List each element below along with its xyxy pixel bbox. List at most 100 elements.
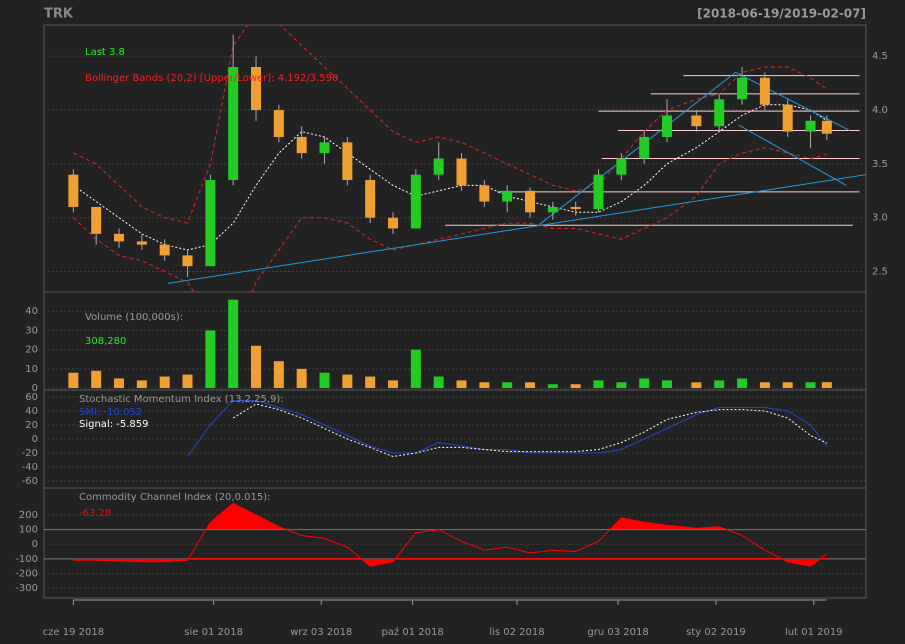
volume-bar — [782, 382, 793, 389]
candle-body — [737, 77, 748, 100]
band-middle — [73, 104, 828, 251]
cci-last: -63.28 — [79, 508, 111, 519]
volume-bar — [205, 330, 216, 389]
volume-bar — [182, 374, 193, 389]
volume-bar — [91, 370, 102, 389]
candle-body — [525, 190, 536, 213]
y-tick-label: 10 — [25, 364, 38, 375]
volume-bar — [159, 376, 170, 389]
candle-body — [479, 185, 490, 202]
volume-bar — [296, 368, 307, 389]
annotation: Last 3.8 — [85, 47, 125, 58]
candle-body — [456, 158, 467, 186]
candle-body — [182, 255, 193, 267]
volume-bar — [319, 372, 330, 389]
y-tick-label: 3.5 — [872, 159, 888, 170]
cci-area — [73, 558, 827, 567]
volume-bar — [525, 382, 536, 389]
price-plot — [68, 25, 866, 292]
candle-body — [68, 174, 79, 207]
volume-bar — [639, 378, 650, 389]
candle-body — [547, 206, 558, 213]
volume-bar — [273, 361, 284, 389]
volume-bar — [502, 382, 513, 389]
volume-bar — [547, 384, 558, 389]
cci-area — [206, 503, 726, 529]
volume-bar — [365, 376, 376, 389]
volume-bar — [456, 380, 467, 389]
candle-body — [228, 66, 239, 181]
candle-body — [570, 206, 581, 210]
volume-bar — [136, 380, 147, 389]
smi-line — [187, 400, 828, 457]
volume-bar — [737, 378, 748, 389]
volume-bar — [691, 382, 702, 389]
candle-body — [251, 66, 262, 111]
series-label: Signal: -5.859 — [79, 419, 149, 430]
volume-bar — [616, 382, 627, 389]
trend-line — [738, 124, 847, 186]
volume-bar — [388, 380, 399, 389]
candle-body — [433, 158, 444, 175]
y-tick-label: 60 — [25, 392, 38, 403]
series-label: SMI: -10.052 — [79, 407, 142, 418]
volume-bar — [570, 384, 581, 389]
volume-bar — [251, 345, 262, 389]
annotation: Bollinger Bands (20,2) [Upper/Lower]: 4.… — [85, 73, 338, 84]
candle-body — [593, 174, 604, 210]
y-tick-label: 100 — [19, 525, 38, 536]
volume-bar — [228, 299, 239, 389]
candle-body — [714, 99, 725, 127]
volume-bar — [759, 382, 770, 389]
cci-line — [73, 502, 828, 567]
band-lower — [73, 147, 828, 292]
volume-bar — [821, 382, 832, 389]
candle-body — [136, 241, 147, 245]
y-tick-label: 0 — [32, 539, 38, 550]
candle-body — [805, 120, 816, 132]
x-tick-label: paź 01 2018 — [381, 626, 443, 638]
volume-bar — [342, 374, 353, 389]
volume-bar — [68, 372, 79, 389]
y-tick-label: 200 — [19, 510, 38, 521]
candle-body — [410, 174, 421, 229]
volume-bar — [114, 378, 125, 389]
x-tick-label: lis 02 2018 — [489, 627, 544, 638]
y-tick-label: 20 — [25, 420, 38, 431]
x-tick-label: wrz 03 2018 — [290, 627, 352, 638]
volume-bar — [662, 380, 673, 389]
panel-frame — [43, 487, 867, 599]
volume-bar — [593, 380, 604, 389]
volume-bar — [479, 382, 490, 389]
candle-body — [759, 77, 770, 105]
volume-bar — [805, 382, 816, 389]
date-range: [2018-06-19/2019-02-07] — [697, 7, 866, 21]
candle-body — [273, 110, 284, 137]
candle-body — [342, 142, 353, 181]
y-tick-label: 0 — [32, 383, 38, 394]
chart-title: TRK — [44, 7, 74, 22]
y-tick-label: -100 — [15, 554, 38, 565]
x-tick-label: sie 01 2018 — [184, 627, 243, 638]
y-tick-label: -200 — [15, 568, 38, 579]
band-upper — [73, 25, 828, 224]
candle-body — [205, 180, 216, 267]
smi-line — [232, 403, 828, 458]
y-tick-label: 30 — [25, 325, 38, 336]
candle-body — [502, 190, 513, 202]
y-tick-label: 2.5 — [872, 267, 888, 278]
candle-body — [639, 136, 650, 159]
y-tick-label: 4.5 — [872, 51, 888, 62]
volume-last: 308,280 — [85, 336, 126, 347]
panel-frame — [43, 291, 867, 391]
candle-body — [91, 206, 102, 234]
panel-title: Stochastic Momentum Index (13,2,25,9): — [79, 394, 284, 405]
candle-body — [782, 104, 793, 132]
y-tick-label: 4.0 — [872, 105, 888, 116]
candle-body — [616, 158, 627, 175]
volume-bar — [410, 349, 421, 389]
panel-title: Commodity Channel Index (20,0.015): — [79, 492, 271, 503]
y-tick-label: -60 — [22, 476, 38, 487]
